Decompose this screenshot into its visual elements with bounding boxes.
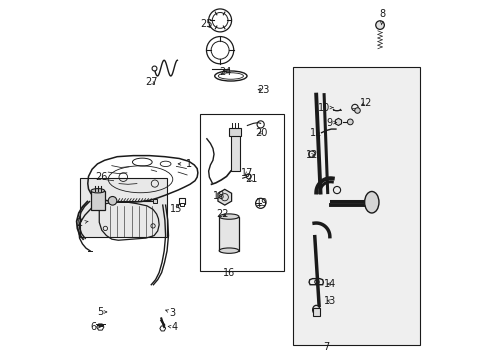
Text: 13: 13 [324,296,336,306]
Text: 20: 20 [255,128,267,138]
Polygon shape [335,118,341,126]
Text: 8: 8 [379,9,385,25]
Bar [292,67,419,345]
Circle shape [375,21,384,30]
Text: 26: 26 [95,172,108,182]
Ellipse shape [364,192,378,213]
Ellipse shape [219,214,239,219]
Bar [219,217,239,251]
Text: 23: 23 [256,85,269,95]
Text: 4: 4 [168,322,177,332]
Bar [229,128,241,136]
Text: 16: 16 [223,267,235,278]
Text: 5: 5 [97,307,106,317]
Ellipse shape [219,248,239,253]
Bar [199,114,284,271]
Text: 27: 27 [145,77,158,87]
Text: 18: 18 [212,191,224,201]
Bar [230,135,239,171]
Bar [153,199,157,203]
Text: 3: 3 [165,308,176,318]
Text: 15: 15 [170,204,182,214]
Text: 14: 14 [324,279,336,289]
Text: 10: 10 [317,103,332,113]
Text: 2: 2 [76,218,88,228]
Text: 21: 21 [245,174,257,184]
Text: 19: 19 [255,198,267,208]
Text: 22: 22 [216,209,228,219]
Ellipse shape [91,189,104,193]
Text: 6: 6 [90,322,100,332]
Text: 1: 1 [178,159,192,169]
Text: 7: 7 [323,342,329,352]
Text: 9: 9 [326,118,336,128]
Text: 17: 17 [241,168,253,178]
Circle shape [108,197,117,205]
Ellipse shape [312,305,319,314]
Text: 12: 12 [359,98,371,108]
Bar [91,191,104,211]
Bar [312,309,319,316]
Text: 24: 24 [219,67,232,77]
Text: 12: 12 [305,150,318,160]
Bar [180,203,183,206]
Circle shape [346,119,352,125]
Polygon shape [218,189,231,205]
Bar [80,178,167,237]
Text: 25: 25 [200,19,213,29]
Text: 11: 11 [309,129,322,138]
